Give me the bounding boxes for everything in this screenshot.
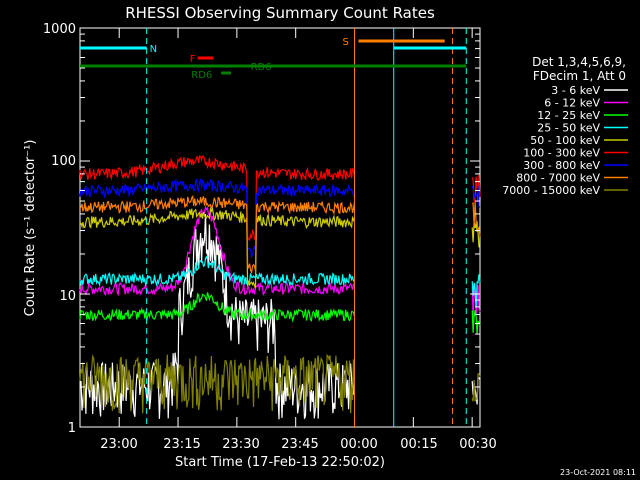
legend-header: FDecim 1, Att 0 [533, 69, 626, 83]
series-line [79, 213, 356, 420]
series-line [79, 204, 356, 297]
saa-label: S [343, 37, 349, 48]
series-line [471, 222, 481, 249]
plot-frame [79, 27, 481, 428]
series-line [79, 353, 356, 414]
series-line [471, 185, 481, 208]
legend-label: 50 - 100 keV [530, 134, 600, 147]
footer-timestamp: 23-Oct-2021 08:11 [560, 468, 636, 477]
y-axis-label: Count Rate (s⁻¹ detector⁻¹) [23, 140, 38, 317]
series-line [79, 155, 356, 243]
legend-label: 800 - 7000 keV [516, 172, 600, 185]
y-tick-label: 100 [51, 154, 76, 169]
legend-header: Det 1,3,4,5,6,9, [532, 55, 626, 69]
x-tick-label: 00:30 [459, 437, 496, 452]
series-line [79, 178, 355, 259]
legend-label: 6 - 12 keV [544, 97, 600, 110]
x-tick-label: 00:00 [340, 437, 377, 452]
chart-title: RHESSI Observing Summary Count Rates [125, 4, 435, 22]
series-line [79, 194, 356, 274]
series-line [79, 206, 356, 289]
x-tick-label: 23:30 [222, 437, 259, 452]
series-line [471, 274, 481, 308]
decimation-label: RD6 [191, 70, 212, 81]
legend: Det 1,3,4,5,6,9, FDecim 1, Att 0 3 - 6 k… [502, 55, 628, 197]
series-line [471, 201, 481, 237]
series-line [79, 255, 355, 288]
flare-label: F [190, 54, 196, 65]
legend-label: 12 - 25 keV [537, 109, 600, 122]
night-label: N [150, 44, 157, 55]
x-tick-label: 23:00 [100, 437, 137, 452]
x-axis-label: Start Time (17-Feb-13 22:50:02) [175, 455, 385, 470]
y-tick-label: 10 [59, 289, 76, 304]
x-tick-label: 23:15 [163, 437, 200, 452]
y-tick-label: 1000 [43, 22, 76, 37]
x-tick-label: 23:45 [281, 437, 318, 452]
x-tick-label: 00:15 [400, 437, 437, 452]
legend-label: 300 - 800 keV [523, 159, 600, 172]
y-tick-label: 1 [68, 421, 76, 436]
series-line [79, 292, 356, 323]
series-line [471, 372, 481, 402]
series-line [471, 310, 481, 335]
decimation-label: RD6 [251, 62, 272, 73]
legend-label: 25 - 50 keV [537, 122, 600, 135]
legend-label: 3 - 6 keV [551, 84, 600, 97]
series-line [471, 173, 481, 204]
legend-label: 7000 - 15000 keV [502, 184, 600, 197]
legend-label: 100 - 300 keV [523, 147, 600, 160]
